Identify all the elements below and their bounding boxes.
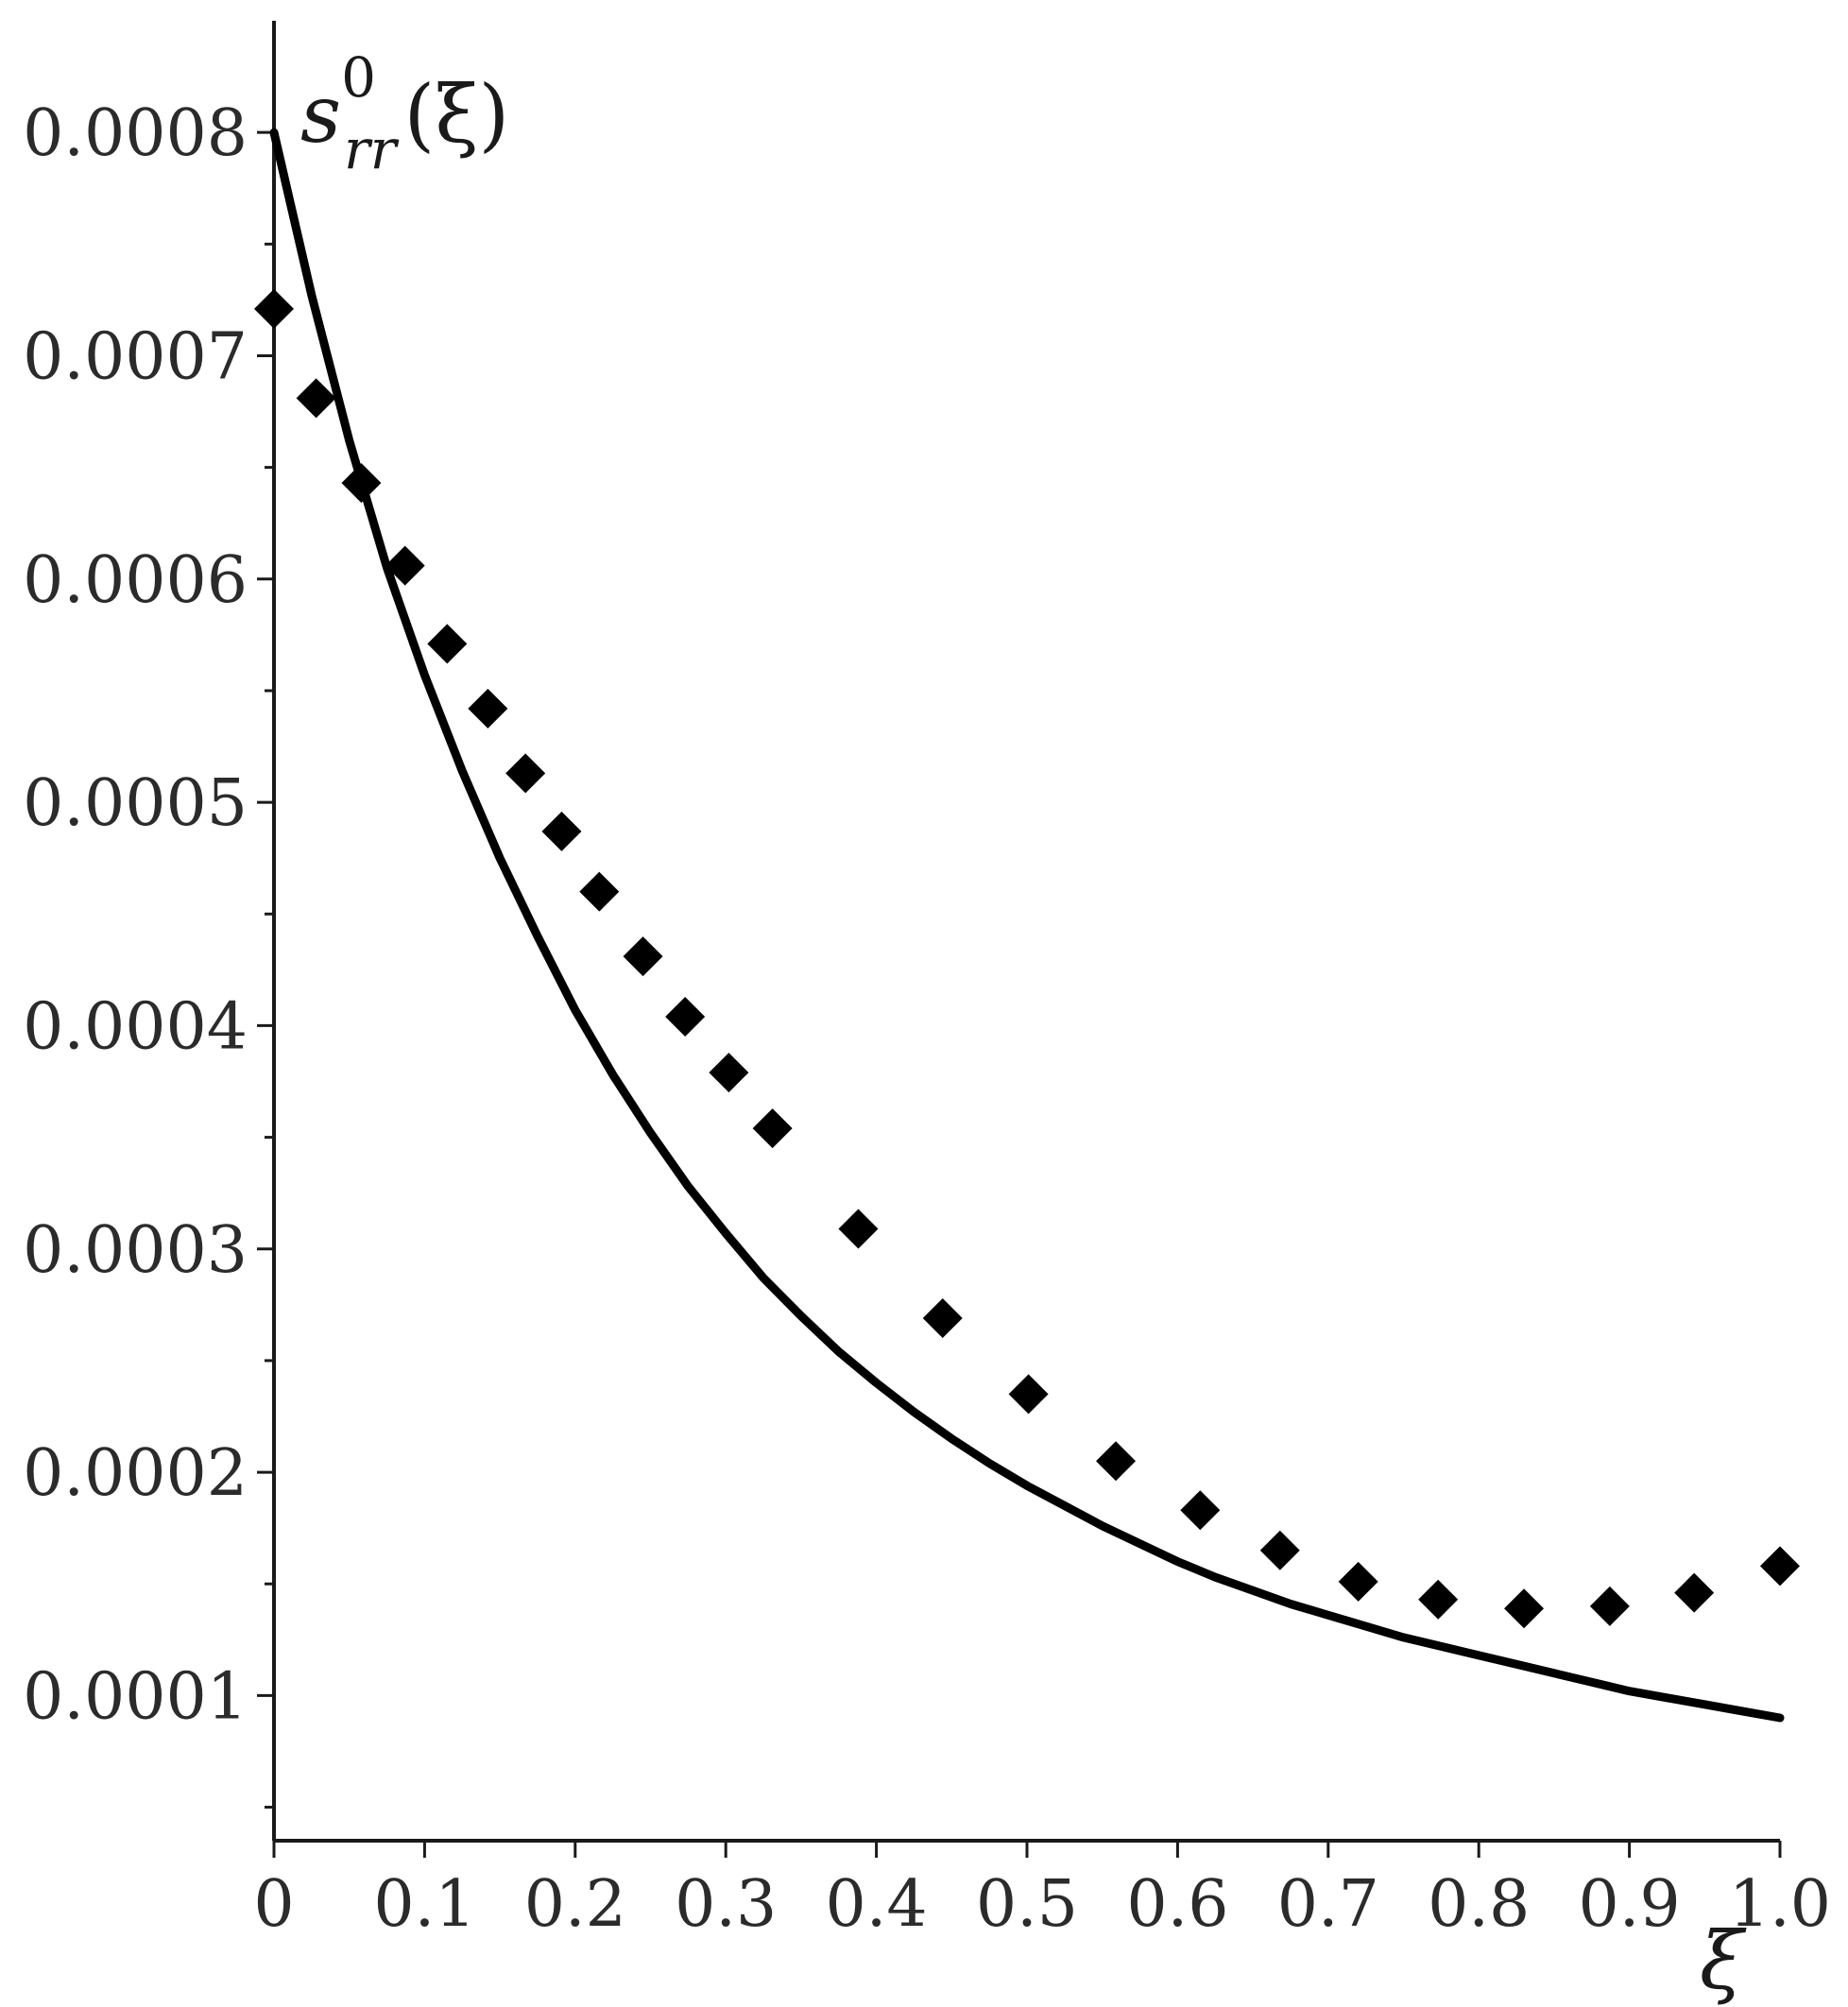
y-tick-label: 0.0008 bbox=[23, 96, 248, 171]
data-point-diamond bbox=[1674, 1572, 1715, 1613]
data-point-diamond bbox=[1180, 1490, 1221, 1531]
x-tick-label: 0.4 bbox=[826, 1867, 928, 1942]
data-point-diamond bbox=[922, 1298, 963, 1339]
data-point-diamond bbox=[468, 688, 508, 729]
x-axis-label: ξ bbox=[1700, 1914, 1747, 2007]
data-point-diamond bbox=[541, 811, 582, 851]
data-point-diamond bbox=[1096, 1441, 1137, 1482]
x-tick-label: 0.7 bbox=[1277, 1867, 1379, 1942]
x-tick-label: 0.1 bbox=[373, 1867, 475, 1942]
data-point-diamond bbox=[838, 1209, 879, 1249]
x-ticks: 0 0.1 0.2 0.3 0.4 0.5 0.6 0.7 0.8 0.9 1.0 bbox=[253, 1841, 1831, 1942]
y-tick-label: 0.0007 bbox=[23, 319, 248, 394]
data-point-diamond bbox=[1259, 1530, 1300, 1570]
data-point-diamond bbox=[579, 871, 620, 912]
data-point-diamond bbox=[1418, 1579, 1459, 1620]
data-point-diamond bbox=[254, 288, 294, 329]
data-point-diamond bbox=[665, 996, 706, 1037]
data-point-diamond bbox=[1760, 1546, 1800, 1587]
x-tick-label: 0.9 bbox=[1579, 1867, 1681, 1942]
y-tick-label: 0.0002 bbox=[23, 1436, 248, 1511]
data-point-diamond bbox=[505, 753, 546, 794]
data-point-diamond bbox=[1589, 1586, 1630, 1626]
data-point-diamond bbox=[341, 463, 382, 504]
x-tick-label: 0.6 bbox=[1126, 1867, 1228, 1942]
y-tick-label: 0.0006 bbox=[23, 543, 248, 618]
data-point-diamond bbox=[427, 624, 468, 664]
data-point-diamond bbox=[1504, 1588, 1545, 1629]
y-axis-label-subscript: rr bbox=[344, 117, 400, 181]
x-tick-label: 0.8 bbox=[1428, 1867, 1530, 1942]
y-tick-label: 0.0001 bbox=[23, 1659, 248, 1734]
axes bbox=[272, 21, 1780, 1843]
y-tick-label: 0.0005 bbox=[23, 766, 248, 841]
x-tick-label: 1.0 bbox=[1729, 1867, 1831, 1942]
x-tick-label: 0.2 bbox=[524, 1867, 626, 1942]
y-axis-label-superscript: 0 bbox=[341, 45, 376, 110]
x-tick-label: 0.3 bbox=[675, 1867, 777, 1942]
y-tick-label: 0.0003 bbox=[23, 1213, 248, 1288]
series-line bbox=[269, 128, 1785, 1723]
y-ticks: 0.0001 0.0002 0.0003 0.0004 0.0005 0.0006 0.00… bbox=[23, 96, 274, 1810]
data-point-diamond bbox=[296, 378, 336, 419]
data-point-diamond bbox=[1338, 1561, 1378, 1602]
data-point-diamond bbox=[1008, 1374, 1049, 1415]
y-tick-label: 0.0004 bbox=[23, 989, 248, 1064]
data-point-diamond bbox=[709, 1053, 749, 1093]
series-layer bbox=[254, 128, 1800, 1723]
x-tick-label: 0 bbox=[253, 1867, 294, 1942]
x-tick-label: 0.5 bbox=[976, 1867, 1078, 1942]
y-axis-label-argument: (ξ) bbox=[403, 68, 509, 161]
y-axis-label: s0 rr(ξ) bbox=[300, 45, 509, 181]
data-point-diamond bbox=[623, 936, 663, 977]
y-axis-label-base: s bbox=[300, 68, 341, 161]
data-point-diamond bbox=[385, 545, 425, 586]
data-point-diamond bbox=[752, 1108, 793, 1149]
